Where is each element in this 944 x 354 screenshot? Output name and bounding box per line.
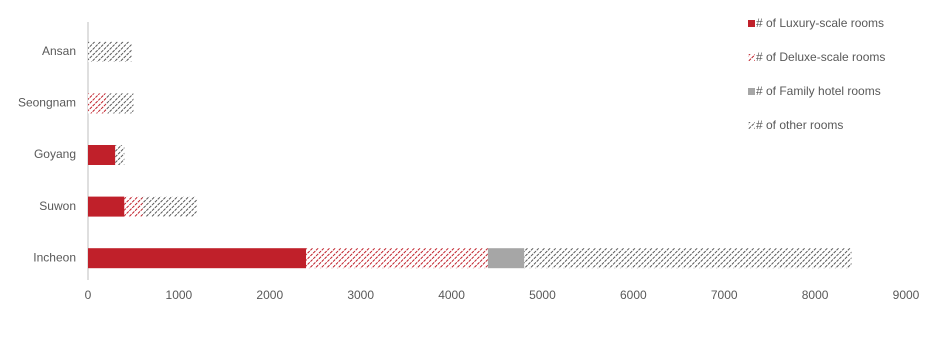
x-tick-label: 0 bbox=[85, 288, 92, 302]
legend-label: # of Luxury-scale rooms bbox=[756, 16, 884, 30]
bar-segment bbox=[306, 248, 488, 269]
y-tick-label: Ansan bbox=[42, 44, 76, 58]
legend-label: # of Family hotel rooms bbox=[756, 84, 881, 98]
x-tick-label: 6000 bbox=[620, 288, 647, 302]
x-tick-label: 9000 bbox=[893, 288, 920, 302]
bar-segment bbox=[124, 196, 143, 217]
y-tick-label: Goyang bbox=[34, 147, 76, 161]
x-tick-label: 1000 bbox=[166, 288, 193, 302]
bar-segment bbox=[106, 93, 134, 114]
x-tick-label: 3000 bbox=[347, 288, 374, 302]
legend-swatch bbox=[748, 54, 755, 61]
x-tick-label: 2000 bbox=[256, 288, 283, 302]
bar-segment bbox=[88, 248, 307, 269]
legend-swatch bbox=[748, 88, 755, 95]
legend-label: # of Deluxe-scale rooms bbox=[756, 50, 885, 64]
y-tick-label: Seongnam bbox=[18, 96, 76, 110]
y-tick-label: Suwon bbox=[39, 199, 76, 213]
bar-segment bbox=[487, 248, 525, 269]
x-tick-label: 8000 bbox=[802, 288, 829, 302]
bar-segment bbox=[88, 196, 125, 217]
bar-segment bbox=[88, 41, 132, 62]
bar-segment bbox=[88, 93, 107, 114]
legend-label: # of other rooms bbox=[756, 118, 843, 132]
bar-segment bbox=[88, 145, 116, 165]
bar-segment bbox=[524, 248, 852, 269]
x-tick-label: 5000 bbox=[529, 288, 556, 302]
y-tick-label: Incheon bbox=[33, 250, 76, 264]
legend-swatch bbox=[748, 20, 755, 27]
bar-segment bbox=[142, 196, 198, 217]
legend-swatch bbox=[748, 122, 755, 129]
bar-segment bbox=[115, 145, 125, 165]
x-tick-label: 4000 bbox=[438, 288, 465, 302]
x-tick-label: 7000 bbox=[711, 288, 738, 302]
